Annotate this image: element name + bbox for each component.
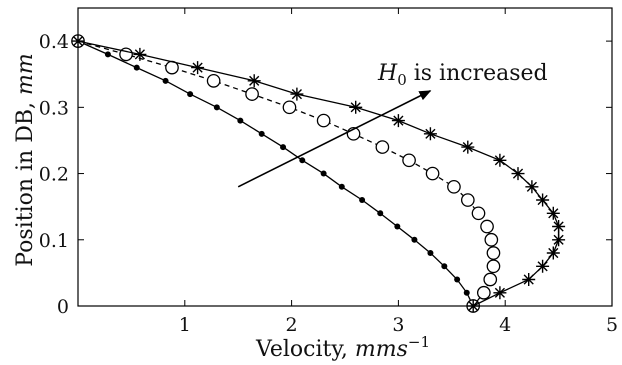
y-tick-label: 0.3 (39, 97, 69, 119)
data-point (104, 51, 111, 58)
data-point (466, 299, 480, 313)
series-dot (75, 38, 477, 309)
data-point (282, 100, 297, 115)
data-point (476, 285, 491, 300)
plot-frame (77, 7, 613, 307)
data-point (460, 193, 475, 207)
data-point (394, 223, 401, 230)
data-point (423, 127, 437, 141)
data-point (299, 157, 306, 164)
x-tick-label: 5 (606, 314, 618, 336)
annotation-subscript: 0 (397, 71, 407, 89)
data-point (290, 87, 304, 101)
data-point (213, 104, 220, 111)
data-point (162, 77, 169, 84)
data-point (258, 130, 265, 137)
data-point (391, 114, 405, 128)
annotation-text: is increased (407, 61, 548, 86)
data-point (359, 197, 366, 204)
data-point (425, 166, 440, 181)
data-point (486, 246, 501, 260)
data-point (480, 219, 494, 234)
data-point (471, 206, 486, 221)
y-tick-label: 0.4 (39, 31, 69, 53)
tick-layer: 1 2 3 4 5 0 0.1 0.2 0.3 0.4 (39, 8, 618, 336)
data-point (316, 113, 331, 128)
data-point (493, 153, 507, 167)
data-point (338, 183, 345, 190)
data-point (493, 286, 507, 300)
data-point (552, 220, 566, 233)
y-axis-label: Position in DB, mm (13, 53, 38, 267)
x-tick-label: 4 (499, 314, 511, 336)
data-point (486, 259, 501, 274)
data-point (511, 167, 525, 181)
y-tick-label: 0 (57, 296, 69, 318)
data-point (536, 193, 550, 207)
data-point (375, 140, 390, 154)
annotation-arrow (237, 90, 432, 188)
y-axis-label-unit: mm (13, 53, 38, 95)
data-point (320, 170, 327, 177)
data-point (525, 180, 539, 194)
data-point (247, 74, 261, 88)
data-point (280, 144, 287, 151)
data-point (441, 263, 448, 270)
annotation-symbol: H (377, 61, 398, 86)
data-point (187, 91, 194, 98)
data-point (536, 259, 550, 273)
x-tick-label: 2 (286, 314, 298, 336)
x-axis-label: Velocity, mms−1 (255, 333, 430, 362)
data-point (552, 233, 566, 247)
data-point (483, 272, 498, 287)
series-layer (71, 34, 566, 313)
plot-border (77, 7, 613, 307)
x-axis-label-text: Velocity, (255, 337, 355, 362)
annotation-label: H0 is increased (377, 61, 548, 89)
data-point (245, 87, 259, 101)
data-point (349, 100, 363, 114)
x-axis-label-exponent: −1 (408, 333, 430, 351)
data-point (237, 117, 244, 124)
data-point (522, 273, 536, 286)
series-star (71, 34, 566, 313)
data-point (454, 276, 461, 283)
x-axis-label-unit: mms (355, 337, 408, 362)
y-tick-label: 0.1 (39, 230, 69, 252)
data-point (191, 61, 205, 75)
y-tick-label: 0.2 (39, 164, 69, 186)
data-point (133, 47, 147, 61)
data-point (546, 206, 560, 220)
data-point (447, 179, 461, 194)
y-axis-label-text: Position in DB, (13, 95, 38, 267)
data-point (206, 73, 221, 88)
x-tick-label: 3 (392, 314, 404, 336)
data-point (546, 246, 560, 260)
data-point (133, 64, 140, 71)
data-point (411, 236, 418, 243)
data-point (377, 210, 384, 217)
data-point (463, 289, 470, 296)
data-point (427, 250, 434, 257)
data-point (402, 153, 416, 168)
data-point (484, 232, 499, 247)
data-point (461, 140, 475, 154)
x-tick-label: 1 (179, 314, 191, 336)
